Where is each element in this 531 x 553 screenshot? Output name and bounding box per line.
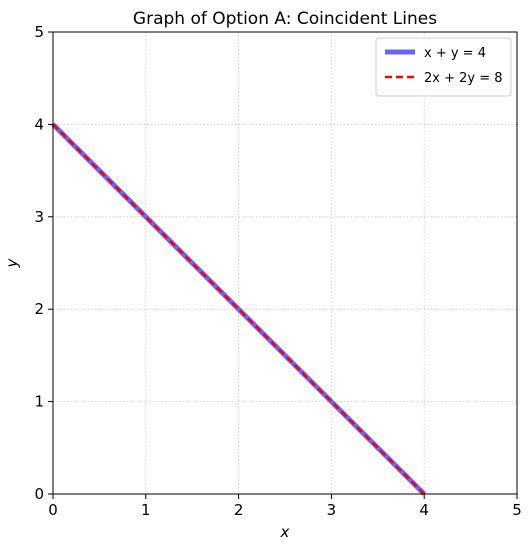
plot-series [51,122,426,496]
y-tick-label: 2 [34,300,44,318]
x-tick-label: 2 [234,501,244,519]
legend: x + y = 4 2x + 2y = 8 [375,37,512,97]
chart-title: Graph of Option A: Coincident Lines [133,9,437,29]
x-tick-label: 0 [48,501,58,519]
y-tick-label: 3 [34,208,44,226]
plot-frame [52,31,518,495]
x-tick-label: 1 [141,501,151,519]
legend-label-2: 2x + 2y = 8 [424,71,503,86]
x-tick-label: 3 [327,501,337,519]
x-tick-label: 4 [419,501,429,519]
x-tick-label: 5 [512,501,522,519]
y-tick-label: 4 [34,115,44,133]
series-line-1 [51,122,426,496]
y-axis-label: y [3,257,21,268]
x-axis-label: x [280,523,290,541]
grid [52,31,518,495]
y-tick-label: 0 [34,485,44,503]
axis-ticks: 0 1 2 3 4 5 0 1 2 3 4 5 [34,23,521,519]
legend-label-1: x + y = 4 [424,46,486,61]
y-tick-label: 5 [34,23,44,41]
y-tick-label: 1 [34,393,44,411]
